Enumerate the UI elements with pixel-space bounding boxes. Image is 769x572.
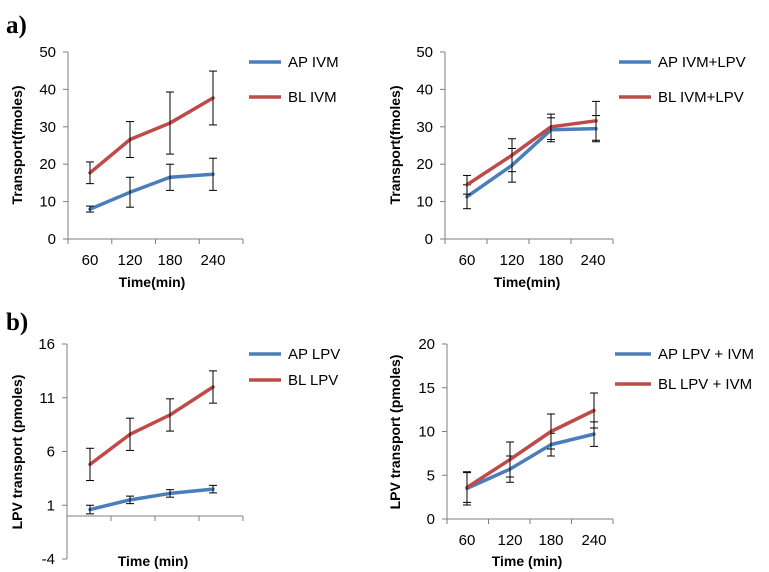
series-line [88,172,215,211]
y-tick-label: 30 [416,119,433,136]
y-tick-label: 0 [427,511,435,528]
x-tick-label: 60 [459,532,476,549]
legend-label: BL IVM+LPV [658,89,744,106]
x-tick-label: 60 [82,252,99,269]
y-tick-label: 16 [38,336,55,353]
y-tick-label: 0 [48,231,56,248]
y-tick-label: 10 [416,194,433,211]
x-axis-title: Time(min) [119,274,186,290]
chart-2: 0 10 20 30 40 50 60 120 180 240 Time(min) Transport… [387,44,746,290]
legend-label: BL IVM [288,89,337,106]
x-tick-label: 240 [580,252,605,269]
panel-label-b: b) [6,309,28,336]
y-axis-title: LPV transport (pmoles) [9,375,25,530]
y-tick-label: 11 [39,390,55,407]
x-tick-label: 240 [200,252,225,269]
legend-label: BL LPV + IVM [658,376,752,393]
legend-label: AP LPV + IVM [658,346,754,363]
series-line [88,487,215,512]
panel-label-a: a) [6,12,27,39]
x-tick-label: 180 [538,252,563,269]
legend-label: AP LPV [288,346,340,363]
x-tick-label: 120 [499,252,524,269]
legend-label: BL LPV [288,372,338,389]
y-axis-title: LPV transport (pmoles) [387,355,403,510]
y-tick-label: 6 [47,444,55,461]
y-tick-label: 15 [418,380,435,397]
y-tick-label: 30 [39,119,56,136]
y-tick-label: 40 [416,81,433,98]
x-tick-label: 180 [538,532,563,549]
y-tick-label: 5 [427,467,435,484]
x-axis-title: Time (min) [492,553,563,569]
legend-label: AP IVM+LPV [658,54,746,71]
legend-label: AP IVM [288,54,339,71]
series-line [465,408,596,490]
y-tick-label: 20 [418,336,435,353]
series-line [465,119,598,187]
y-tick-label: 10 [39,194,56,211]
y-axis-title: Transport(fmoles) [387,85,403,204]
y-tick-label: 20 [416,156,433,173]
y-tick-label: 20 [39,156,56,173]
y-axis-title: Transport(fmoles) [9,85,25,204]
y-tick-label: 0 [425,231,433,248]
x-axis-title: Time (min) [118,553,189,569]
x-tick-label: 180 [157,252,182,269]
x-tick-label: 120 [497,532,522,549]
y-tick-label: 50 [39,44,56,61]
y-tick-label: 50 [416,44,433,61]
x-tick-label: 240 [581,532,606,549]
x-axis-title: Time(min) [494,274,561,290]
chart-1: 0 10 20 30 40 50 60 120 180 240 Time(min) Transport… [9,44,339,290]
chart-3: -416111660120180240Time (min)LPV transpo… [9,336,340,569]
y-tick-label: 40 [39,81,56,98]
series-line [465,126,598,199]
chart-4: 0 5 10 15 20 60 120 180 240 Time (min) LPV transpo… [387,336,754,569]
y-tick-label: 1 [47,497,55,514]
series-line [465,432,596,491]
y-tick-label: -4 [42,551,55,568]
x-tick-label: 60 [459,252,476,269]
y-tick-label: 10 [418,424,435,441]
x-tick-label: 120 [117,252,142,269]
series-line [88,96,215,175]
series-line [88,385,215,467]
